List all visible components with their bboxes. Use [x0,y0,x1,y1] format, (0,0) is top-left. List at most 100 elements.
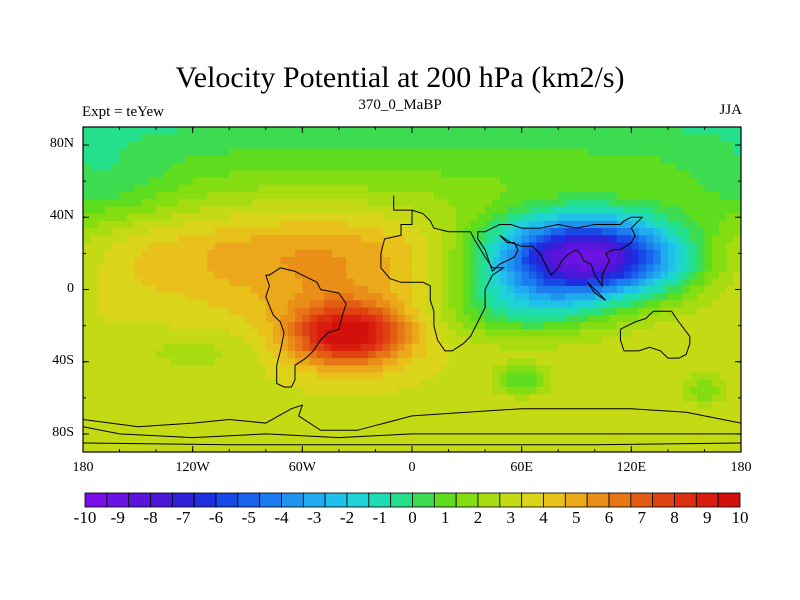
field-cell [229,249,238,258]
field-cell [243,192,252,200]
field-cell [221,141,230,150]
field-cell [397,235,406,244]
field-cell [507,401,515,410]
field-cell [514,285,523,294]
field-cell [382,300,391,309]
field-cell [433,350,442,359]
field-cell [185,257,194,265]
field-cell [126,322,135,330]
field-cell [682,372,691,381]
field-cell [433,235,442,244]
colorbar-label: 9 [703,508,712,527]
field-cell [412,163,420,171]
field-cell [726,141,735,150]
field-cell [477,415,486,424]
field-cell [594,192,603,200]
field-cell [528,336,537,345]
field-cell [580,141,589,150]
field-cell [704,184,713,193]
field-cell [331,206,340,215]
field-cell [594,127,603,135]
field-cell [543,394,552,403]
field-cell [565,350,574,359]
field-cell [477,242,486,251]
field-cell [236,257,245,265]
field-cell [207,300,216,309]
field-cell [251,372,260,381]
field-cell [550,307,559,316]
field-cell [375,163,384,171]
field-cell [382,177,391,186]
field-cell [207,257,216,265]
field-cell [375,350,384,359]
field-cell [112,184,121,193]
field-cell [207,249,216,258]
field-cell [258,336,267,345]
field-cell [653,199,662,208]
field-cell [448,271,457,280]
field-cell [331,235,340,244]
field-cell [653,444,662,452]
field-cell [390,213,398,222]
field-cell [134,336,143,345]
field-cell [565,343,574,352]
field-cell [704,278,713,287]
field-cell [221,358,230,366]
field-cell [704,192,713,200]
field-cell [470,408,479,417]
field-cell [602,141,610,150]
field-cell [616,423,625,431]
field-cell [90,329,99,338]
field-cell [324,401,333,410]
field-cell [719,242,727,251]
field-cell [543,423,552,431]
field-cell [463,350,472,359]
field-cell [426,177,435,186]
field-cell [134,379,143,388]
field-cell [404,177,413,186]
field-cell [609,415,618,424]
field-cell [382,184,391,193]
field-cell [433,127,442,135]
field-cell [638,387,647,395]
field-cell [258,134,267,143]
field-cell [236,437,245,446]
field-cell [83,192,91,200]
lat-tick-label: 40S [52,352,74,368]
field-cell [455,170,464,179]
field-cell [309,213,318,222]
field-cell [236,350,245,359]
field-cell [229,170,238,179]
field-cell [580,184,589,193]
field-cell [419,314,428,323]
field-cell [273,199,281,208]
field-cell [229,220,238,229]
field-cell [295,394,303,403]
field-cell [368,293,377,301]
field-cell [485,293,494,301]
field-cell [638,134,647,143]
field-cell [265,134,274,143]
field-cell [338,329,347,338]
field-cell [704,350,713,359]
field-cell [645,148,654,157]
field-cell [543,249,552,258]
field-cell [397,285,406,294]
field-cell [719,235,727,244]
field-cell [236,141,245,150]
field-cell [265,329,274,338]
field-cell [521,257,530,265]
field-cell [316,329,325,338]
field-cell [119,249,128,258]
field-cell [163,278,172,287]
field-cell [243,148,252,157]
field-cell [645,358,654,366]
field-cell [126,408,135,417]
field-cell [178,394,186,403]
field-cell [178,155,186,164]
field-cell [390,228,398,236]
field-cell [316,199,325,208]
field-cell [448,249,457,258]
field-cell [470,264,479,273]
field-cell [397,387,406,395]
